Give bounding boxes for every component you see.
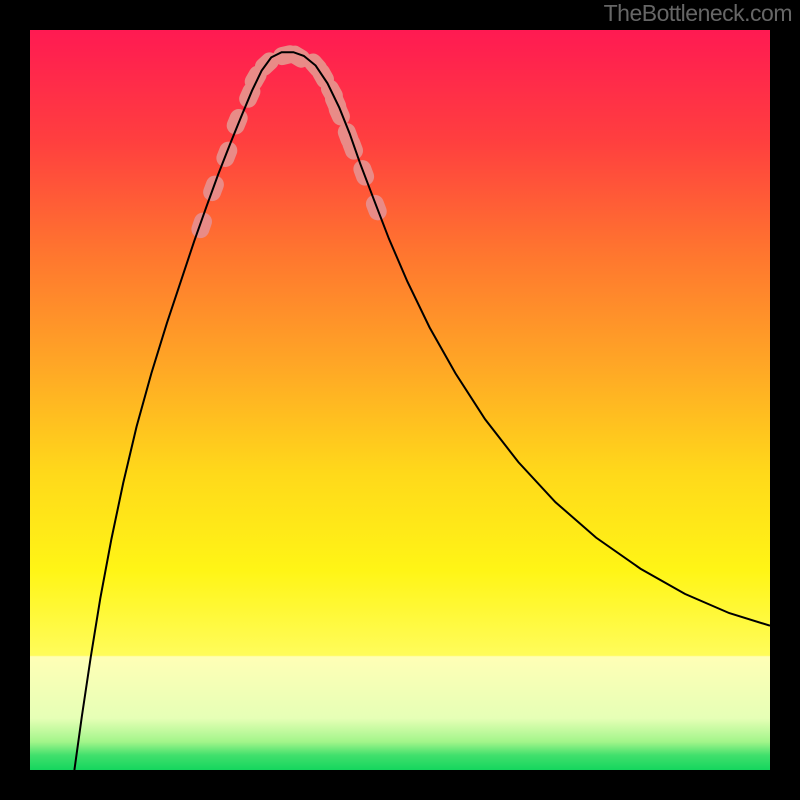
curve-marker xyxy=(224,106,251,137)
curve-markers xyxy=(189,42,389,240)
chart-canvas: TheBottleneck.com xyxy=(0,0,800,800)
bottleneck-curve xyxy=(74,52,770,770)
curve-marker xyxy=(189,210,214,240)
plot-area xyxy=(30,30,770,770)
watermark-text: TheBottleneck.com xyxy=(604,0,792,27)
chart-overlay xyxy=(30,30,770,770)
